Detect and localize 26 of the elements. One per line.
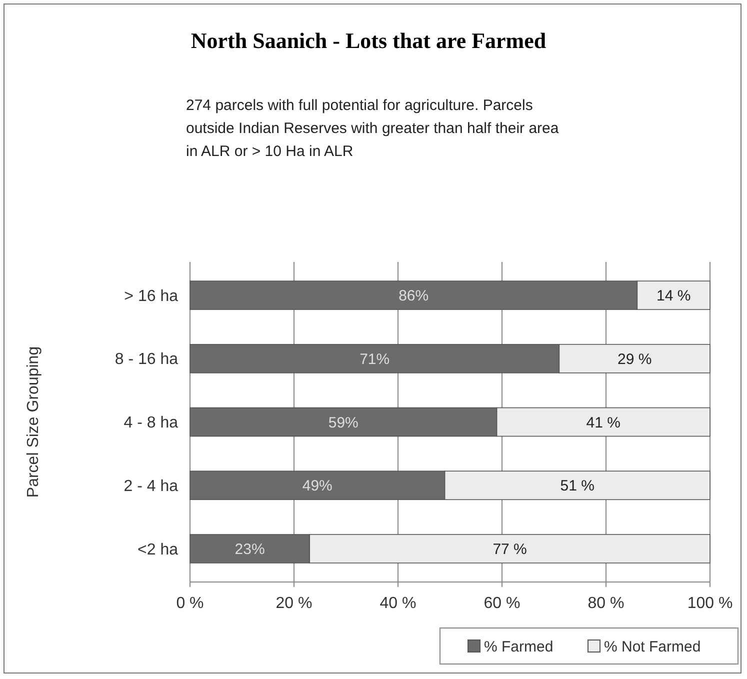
y-tick-label: 8 - 16 ha bbox=[114, 351, 178, 368]
x-tick-label: 0 % bbox=[176, 595, 204, 612]
data-label: 41 % bbox=[586, 414, 620, 432]
x-tick-label: 100 % bbox=[687, 595, 733, 612]
data-label: 14 % bbox=[656, 288, 691, 305]
y-tick-label: > 16 ha bbox=[124, 288, 178, 305]
legend-label: % Farmed bbox=[484, 638, 554, 656]
x-tick-label: 80 % bbox=[588, 595, 624, 612]
y-tick-label: <2 ha bbox=[138, 541, 178, 558]
y-tick-label: 2 - 4 ha bbox=[124, 478, 178, 495]
x-tick-label: 20 % bbox=[276, 595, 312, 612]
data-label: 71% bbox=[360, 350, 390, 368]
x-tick-label: 60 % bbox=[484, 595, 520, 612]
data-label: 51 % bbox=[560, 478, 594, 495]
y-axis-title: Parcel Size Grouping bbox=[25, 346, 42, 498]
data-label: 49% bbox=[302, 478, 332, 495]
chart-subtitle: 274 parcels with full potential for agriculture. Parcels outside Indian Reserves with greater than half their area in ALR or > 10 Ha in ALR bbox=[186, 97, 560, 160]
data-label: 29 % bbox=[618, 350, 652, 368]
data-label: 59% bbox=[328, 414, 358, 432]
chart-title: North Saanich - Lots that are Farmed bbox=[190, 28, 546, 53]
y-tick-label: 4 - 8 ha bbox=[124, 414, 178, 432]
legend-label: % Not Farmed bbox=[604, 638, 701, 656]
data-label: 86% bbox=[398, 288, 429, 305]
data-label: 77 % bbox=[492, 540, 527, 558]
x-tick-label: 40 % bbox=[380, 595, 416, 612]
data-label: 23% bbox=[234, 540, 265, 558]
